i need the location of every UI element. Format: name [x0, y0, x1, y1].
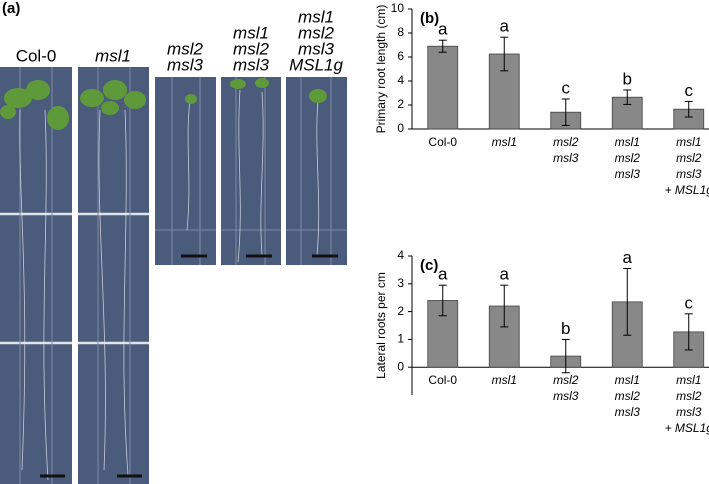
column-label: msl3 [167, 55, 203, 74]
x-tick-label: msl3 [553, 151, 579, 165]
x-tick-label: msl3 [553, 389, 579, 403]
column-label: msl3 [233, 55, 269, 74]
y-tick-label: 6 [397, 49, 404, 63]
significance-letter: a [438, 265, 448, 284]
x-tick-label: + MSL1g [665, 183, 709, 197]
bar [427, 45, 459, 130]
y-tick-label: 2 [397, 97, 404, 111]
x-tick-label: msl1 [615, 373, 640, 387]
y-tick-label: 3 [397, 276, 404, 290]
panel-label: (a) [2, 0, 20, 17]
y-axis-label: Primary root length (cm) [374, 5, 388, 134]
y-axis-label: Lateral roots per cm [374, 272, 388, 379]
column-label: msl2 [167, 39, 203, 58]
x-tick-label: msl3 [676, 167, 702, 181]
x-tick-label: msl2 [676, 389, 702, 403]
x-tick-label: msl1 [615, 135, 640, 149]
significance-letter: a [500, 17, 510, 36]
significance-letter: a [623, 248, 633, 267]
x-tick-label: Col-0 [428, 135, 457, 149]
column-label: Col-0 [16, 46, 57, 65]
column-label: msl1 [298, 7, 334, 26]
y-tick-label: 0 [397, 121, 404, 135]
x-tick-label: Col-0 [428, 373, 457, 387]
significance-letter: c [685, 293, 694, 312]
panel-label: (b) [420, 10, 439, 27]
column-label: msl1 [233, 23, 269, 42]
y-tick-label: 4 [397, 73, 404, 87]
x-tick-label: msl1 [676, 135, 701, 149]
column-label: msl2 [233, 39, 269, 58]
x-tick-label: msl1 [676, 373, 701, 387]
y-tick-label: 0 [397, 359, 404, 373]
panel-a-photos [0, 67, 347, 484]
significance-letter: b [623, 69, 632, 88]
x-tick-label: msl3 [615, 167, 641, 181]
significance-letter: a [500, 265, 510, 284]
x-tick-label: msl1 [492, 135, 517, 149]
y-tick-label: 8 [397, 25, 404, 39]
significance-letter: c [685, 81, 694, 100]
x-tick-label: msl2 [676, 151, 702, 165]
x-tick-label: msl2 [615, 151, 641, 165]
significance-letter: a [438, 20, 448, 39]
x-tick-label: msl2 [553, 373, 579, 387]
x-tick-label: msl2 [615, 389, 641, 403]
y-tick-label: 1 [397, 332, 404, 346]
x-tick-label: msl2 [553, 135, 579, 149]
x-tick-label: msl1 [492, 373, 517, 387]
column-label: msl2 [298, 23, 334, 42]
significance-letter: b [561, 319, 570, 338]
y-tick-label: 4 [397, 248, 404, 262]
column-label: msl3 [298, 39, 334, 58]
y-tick-label: 2 [397, 304, 404, 318]
panel-label: (c) [420, 257, 438, 274]
x-tick-label: msl3 [676, 405, 702, 419]
x-tick-label: + MSL1g [665, 421, 709, 435]
significance-letter: c [562, 78, 571, 97]
y-tick-label: 10 [391, 1, 405, 15]
column-label: MSL1g [289, 55, 343, 74]
x-tick-label: msl3 [615, 405, 641, 419]
column-label: msl1 [95, 46, 131, 65]
